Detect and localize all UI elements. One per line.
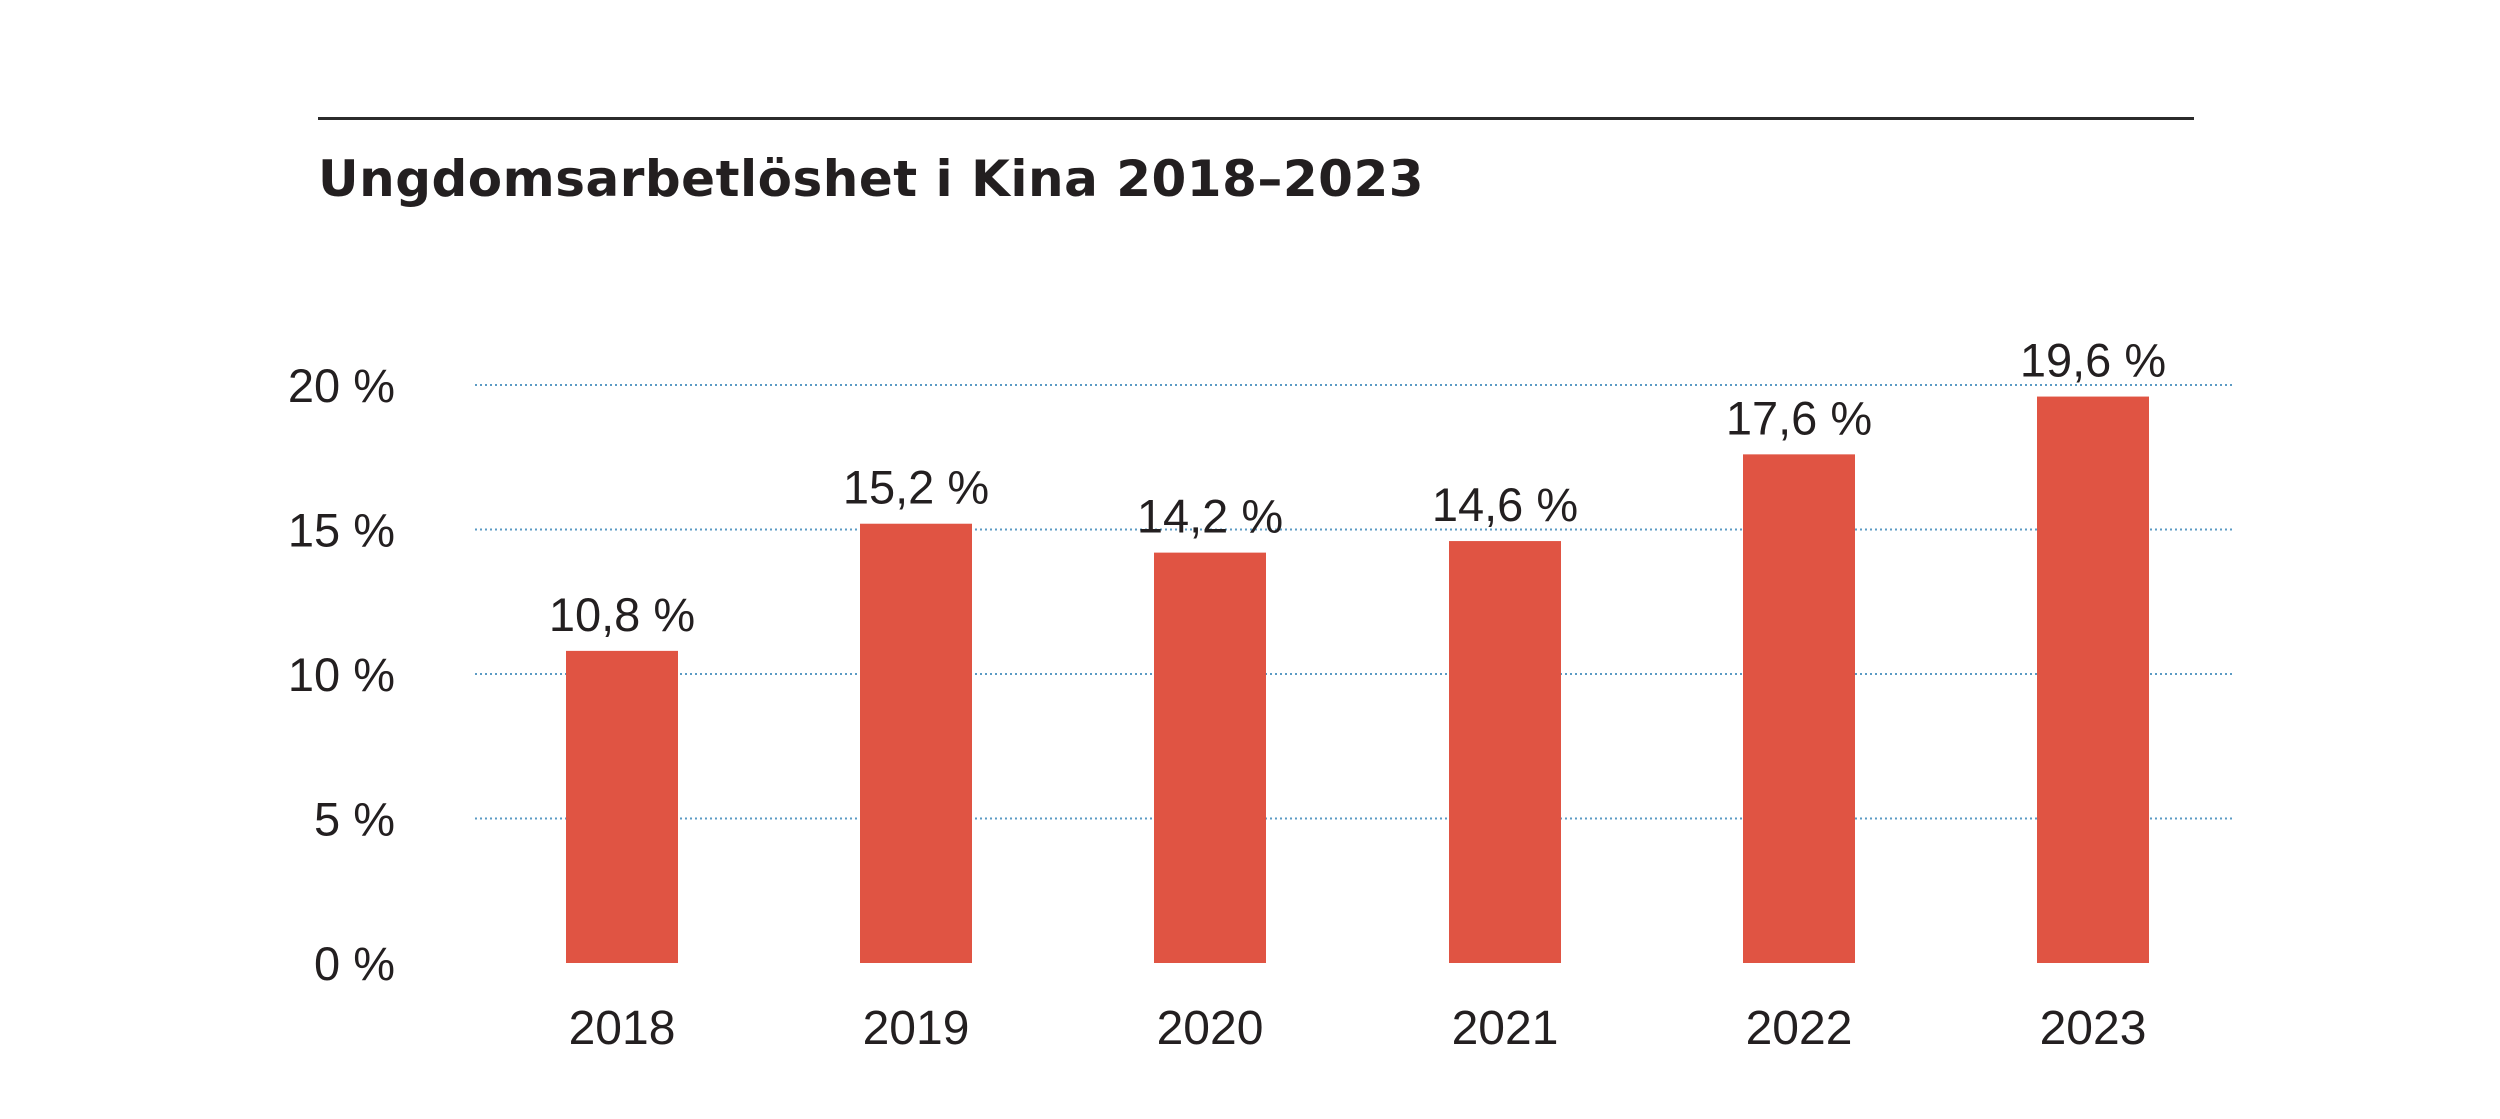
bar-2019: [860, 523, 972, 963]
y-tick-label: 0 %: [314, 937, 395, 990]
bar-value-label: 17,6 %: [1726, 391, 1872, 444]
y-axis-tick-labels: 0 % 5 % 10 % 15 % 20 %: [288, 359, 395, 990]
bar-value-label: 14,6 %: [1432, 478, 1578, 531]
y-tick-label: 10 %: [288, 648, 395, 701]
chart-title: Ungdomsarbetlöshet i Kina 2018–2023: [318, 150, 1425, 208]
x-tick-label: 2020: [1157, 1002, 1264, 1055]
gridlines: [475, 384, 2233, 820]
bar-value-label: 19,6 %: [2020, 334, 2166, 387]
y-tick-label: 15 %: [288, 504, 395, 557]
x-tick-label: 2021: [1452, 1002, 1559, 1055]
title-rule: [318, 117, 2194, 120]
x-tick-label: 2022: [1746, 1002, 1853, 1055]
y-tick-label: 5 %: [314, 793, 395, 846]
bars: [566, 396, 2149, 963]
x-tick-label: 2023: [2040, 1002, 2147, 1055]
bar-value-label: 14,2 %: [1137, 490, 1283, 543]
bar-value-label: 15,2 %: [843, 461, 989, 514]
y-tick-label: 20 %: [288, 359, 395, 412]
bar-2023: [2037, 396, 2149, 963]
bar-value-labels: 10,8 % 15,2 % 14,2 % 14,6 % 17,6 % 19,6 %: [549, 334, 2166, 641]
x-tick-label: 2018: [569, 1002, 676, 1055]
bar-2020: [1154, 552, 1266, 963]
x-tick-label: 2019: [863, 1002, 970, 1055]
bar-2022: [1743, 454, 1855, 963]
x-axis-tick-labels: 2018 2019 2020 2021 2022 2023: [569, 1002, 2147, 1055]
bar-2018: [566, 650, 678, 963]
bar-value-label: 10,8 %: [549, 588, 695, 641]
bar-2021: [1449, 541, 1561, 963]
